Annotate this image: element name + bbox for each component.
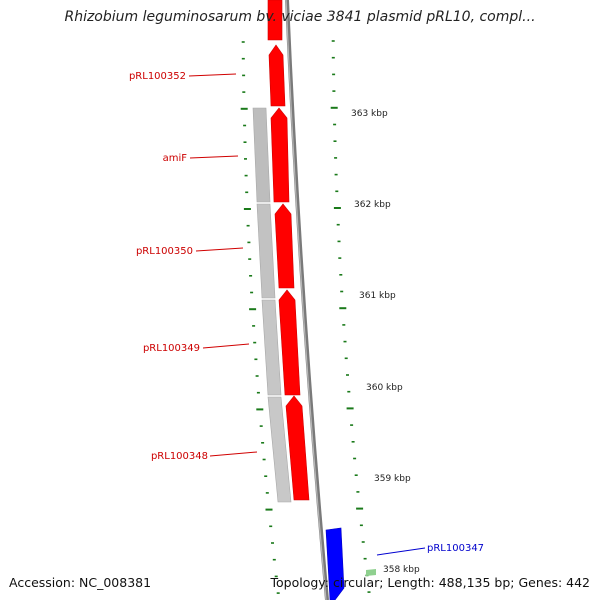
gene-arrow[interactable] — [270, 107, 290, 203]
genome-backbone — [285, 0, 329, 600]
kbp-label: 361 kbp — [359, 291, 396, 301]
gene-label[interactable]: pRL100347 — [427, 543, 484, 554]
gene-arrow[interactable] — [268, 44, 286, 107]
gene-arrow[interactable] — [285, 395, 310, 501]
kbp-label: 363 kbp — [351, 109, 388, 119]
gene-leader-line — [202, 343, 250, 349]
map-title: Rhizobium leguminosarum bv. viciae 3841 … — [64, 9, 536, 25]
kbp-label: 358 kbp — [383, 565, 420, 575]
cds-block[interactable] — [261, 299, 282, 396]
plus-strand-genes — [267, 0, 310, 501]
genome-backbone-highlight — [285, 0, 327, 600]
gene-leader-line — [188, 73, 237, 77]
gene-label[interactable]: pRL100348 — [151, 451, 208, 462]
gene-leader-line — [195, 247, 244, 252]
cds-block[interactable] — [267, 396, 292, 503]
cds-track — [252, 107, 292, 503]
right-tick-marks — [330, 40, 371, 593]
cds-block[interactable] — [252, 107, 271, 203]
accession-text: Accession: NC_008381 — [9, 575, 152, 590]
gene-arrow[interactable] — [267, 0, 283, 41]
left-tick-marks — [240, 41, 280, 594]
gene-leader-line — [189, 155, 239, 159]
gene-arrow-reverse[interactable] — [325, 527, 345, 600]
gene-leader-line — [376, 547, 426, 556]
cds-block[interactable] — [256, 203, 276, 299]
gene-label[interactable]: pRL100352 — [129, 71, 186, 82]
gene-fragment — [366, 569, 376, 576]
gene-label[interactable]: amiF — [163, 153, 188, 164]
gene-leader-line — [209, 451, 258, 457]
topology-summary: Topology: circular; Length: 488,135 bp; … — [270, 575, 591, 590]
kbp-label: 362 kbp — [354, 200, 391, 210]
kbp-label: 360 kbp — [366, 383, 403, 393]
gene-label[interactable]: pRL100349 — [143, 343, 200, 354]
kbp-label: 359 kbp — [374, 474, 411, 484]
gene-arrow[interactable] — [274, 203, 295, 289]
gene-label[interactable]: pRL100350 — [136, 246, 193, 257]
gene-arrow[interactable] — [278, 289, 301, 396]
